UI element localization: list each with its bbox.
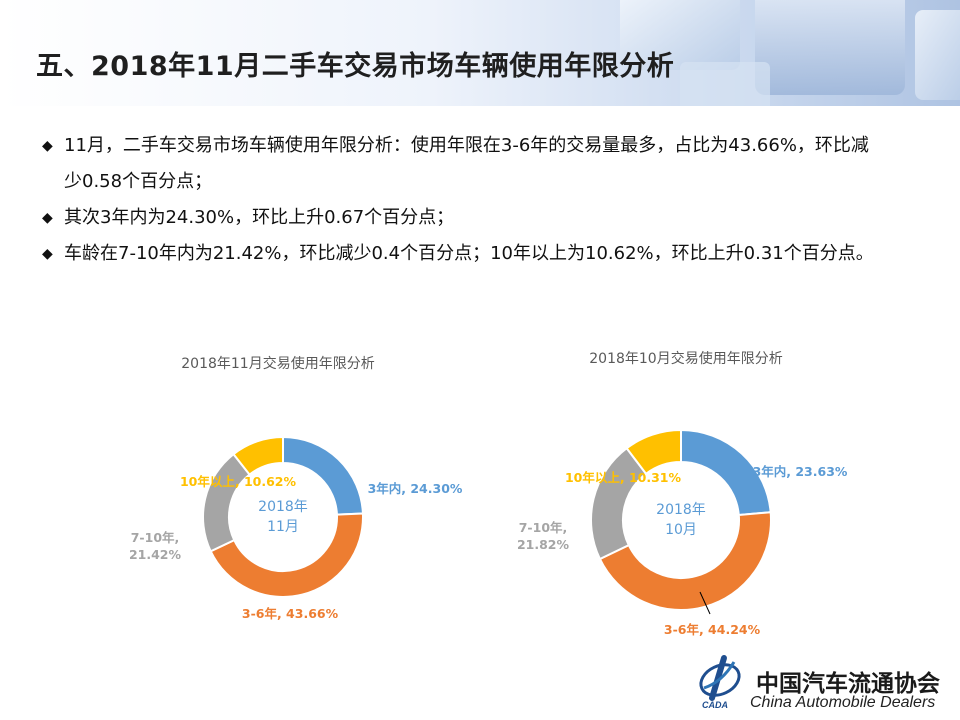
donut-center-label: 2018年 (656, 502, 706, 518)
donut-center-label: 11月 (267, 519, 299, 535)
donut-center-label: 10月 (665, 522, 697, 538)
bullet-text: 11月，二手车交易市场车辆使用年限分析：使用年限在3-6年的交易量最多，占比为4… (64, 135, 869, 192)
diamond-bullet-icon: ◆ (42, 246, 53, 262)
data-label: 3年内, 24.30% (368, 481, 463, 496)
bullet-item: ◆ 车龄在7-10年内为21.42%，环比减少0.4个百分点；10年以上为10.… (42, 236, 922, 272)
donut-charts: 2018年11月交易使用年限分析 2018年 11月 3年内, 24.30% 3-6年,… (129, 350, 848, 637)
bullet-text: 其次3年内为24.30%，环比上升0.67个百分点； (64, 207, 455, 228)
donut-center-label: 2018年 (258, 499, 308, 515)
data-label: 3-6年, 43.66% (242, 606, 339, 621)
logo-abbreviation: CADA (702, 700, 728, 710)
cada-emblem-icon (699, 655, 741, 701)
donut-slice (625, 428, 682, 476)
data-label: 7-10年, 21.82% (517, 520, 570, 552)
header-decoration-graphic (620, 0, 960, 106)
logo-english-name: China Automobile Dealers (750, 694, 936, 711)
data-label: 7-10年, 21.42% (129, 530, 182, 562)
donut-slice (209, 512, 364, 598)
data-label: 3年内, 23.63% (753, 464, 848, 479)
diamond-bullet-icon: ◆ (42, 210, 53, 226)
cada-logo: CADA 中国汽车流通协会 China Automobile Dealers (694, 654, 954, 716)
data-label: 10年以上, 10.62% (180, 474, 297, 489)
logo-chinese-name: 中国汽车流通协会 (756, 671, 940, 697)
bullet-item: ◆ 11月，二手车交易市场车辆使用年限分析：使用年限在3-6年的交易量最多，占比… (42, 128, 922, 200)
chart-title: 2018年10月交易使用年限分析 (589, 350, 782, 367)
donut-slice (202, 452, 251, 553)
bullet-item: ◆ 其次3年内为24.30%，环比上升0.67个百分点； (42, 200, 922, 236)
data-label: 3-6年, 44.24% (664, 622, 761, 637)
slide-header: 五、2018年11月二手车交易市场车辆使用年限分析 (0, 0, 960, 106)
chart-title: 2018年11月交易使用年限分析 (181, 355, 374, 372)
page-title: 五、2018年11月二手车交易市场车辆使用年限分析 (36, 51, 675, 82)
donut-chart: 2018年10月交易使用年限分析 2018年 10月 3年内, 23.63% 3-6年,… (517, 350, 848, 637)
leader-line (699, 591, 711, 615)
data-label: 10年以上, 10.31% (565, 470, 682, 485)
donut-slice (232, 435, 284, 476)
bullet-text: 车龄在7-10年内为21.42%，环比减少0.4个百分点；10年以上为10.62… (64, 243, 874, 264)
summary-bullets: ◆ 11月，二手车交易市场车辆使用年限分析：使用年限在3-6年的交易量最多，占比… (42, 128, 922, 272)
donut-slice (590, 446, 648, 561)
donut-slice (598, 511, 772, 611)
diamond-bullet-icon: ◆ (42, 138, 53, 154)
donut-chart: 2018年11月交易使用年限分析 2018年 11月 3年内, 24.30% 3-6年,… (129, 355, 463, 621)
